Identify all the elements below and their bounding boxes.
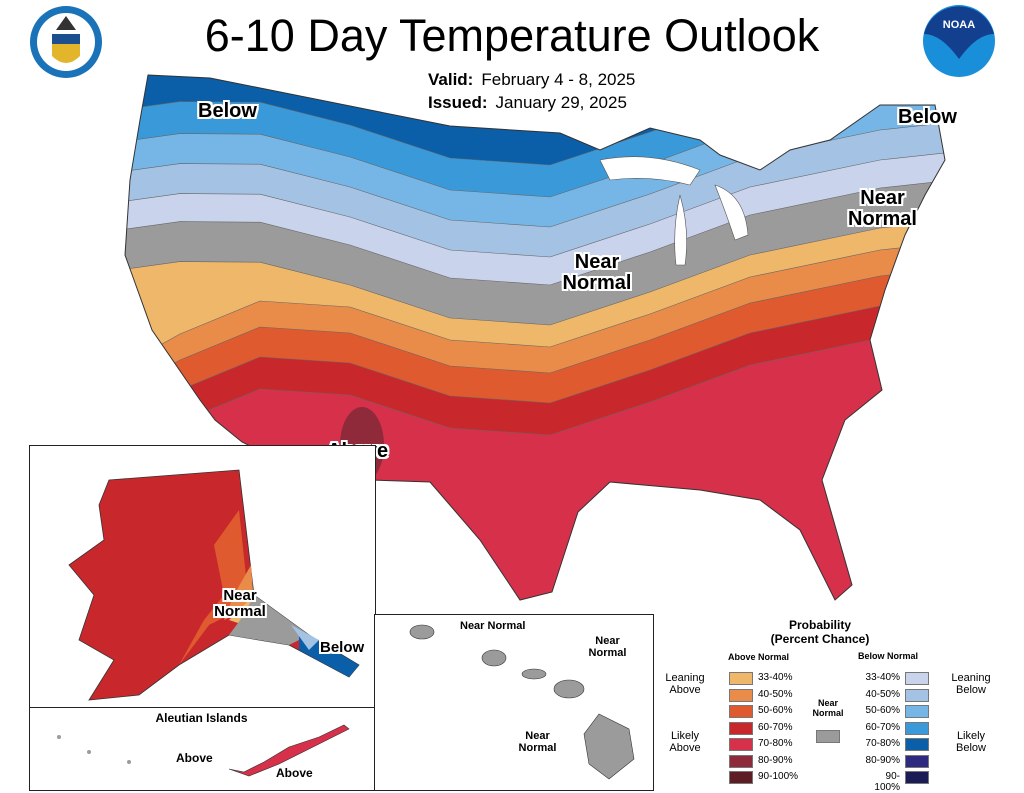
- legend-title: Probability (Percent Chance): [770, 618, 870, 646]
- label-hawaii-near-2: Near Normal: [588, 635, 627, 659]
- legend-leaning-above: Leaning Above: [665, 672, 705, 696]
- legend-above-range: 50-60%: [758, 705, 793, 716]
- legend-leaning-below: Leaning Below: [951, 672, 991, 696]
- legend-above-range: 80-90%: [758, 754, 793, 766]
- svg-text:NOAA: NOAA: [943, 19, 975, 31]
- legend-below-swatch: [905, 688, 929, 702]
- legend-above-range: 90-100%: [758, 771, 799, 782]
- legend-above-range: 70-80%: [758, 738, 793, 749]
- legend-below-swatch: [905, 705, 929, 718]
- label-near-northeast: Near Normal: [848, 187, 917, 230]
- legend-above-swatch: [729, 672, 753, 685]
- lake-huron: [714, 184, 749, 241]
- legend-likely-below: Likely Below: [956, 730, 986, 754]
- legend-below-swatch: [905, 754, 929, 768]
- legend-below-range: 60-70%: [865, 721, 900, 733]
- legend-above-swatch: [729, 771, 753, 784]
- noaa-logo: NOAA: [923, 5, 995, 77]
- legend-above-swatch: [729, 721, 753, 735]
- aleutian-map: [57, 724, 350, 777]
- valid-date: Valid: February 4 - 8, 2025: [428, 70, 636, 89]
- legend-below-range: 33-40%: [865, 672, 900, 683]
- legend-above-swatch: [729, 688, 753, 702]
- legend-above-swatch: [729, 754, 753, 768]
- lake-superior: [599, 156, 701, 186]
- commerce-seal-logo: [30, 6, 102, 78]
- legend-below-range: 90-100%: [874, 771, 900, 793]
- legend-below-swatch: [905, 672, 929, 685]
- legend-below-swatch: [905, 738, 929, 751]
- legend-near-swatch: [816, 730, 840, 743]
- legend-likely-above: Likely Above: [669, 730, 701, 754]
- legend-below-range: 40-50%: [865, 688, 900, 700]
- hawaii-map: [409, 624, 635, 780]
- legend-below-range: 50-60%: [865, 705, 900, 716]
- legend-below-range: 80-90%: [865, 754, 900, 766]
- label-alaska-below: Below: [320, 639, 365, 656]
- alaska-map: [68, 469, 360, 701]
- label-alaska-near: Near Normal: [214, 587, 266, 620]
- label-near-midwest: Near Normal: [562, 251, 632, 294]
- legend-below-range: 70-80%: [865, 738, 900, 749]
- label-below-northeast: Below: [898, 106, 957, 128]
- legend-above-header: Above Normal: [728, 652, 790, 662]
- legend-above-swatch: [729, 705, 753, 718]
- label-hawaii-near-3: Near Normal: [518, 730, 557, 754]
- lake-michigan: [674, 194, 687, 266]
- legend-above-swatch: [729, 738, 753, 751]
- legend-above-range: 60-70%: [758, 721, 793, 733]
- legend-below-swatch: [905, 721, 929, 735]
- label-aleutian-above-1: Above: [176, 751, 213, 765]
- issued-date: Issued: January 29, 2025: [428, 93, 627, 112]
- label-hawaii-near-1: Near Normal: [460, 620, 526, 632]
- legend-near-label: Near Normal: [812, 698, 844, 718]
- label-aleutian-above-2: Above: [276, 766, 313, 780]
- legend-below-swatch: [905, 771, 929, 784]
- legend-above-range: 33-40%: [758, 672, 793, 683]
- page-title: 6-10 Day Temperature Outlook: [204, 10, 820, 61]
- label-below-northwest: Below: [198, 100, 257, 122]
- legend-above-range: 40-50%: [758, 688, 793, 700]
- legend-below-header: Below Normal: [858, 651, 919, 661]
- aleutian-title: Aleutian Islands: [155, 711, 248, 725]
